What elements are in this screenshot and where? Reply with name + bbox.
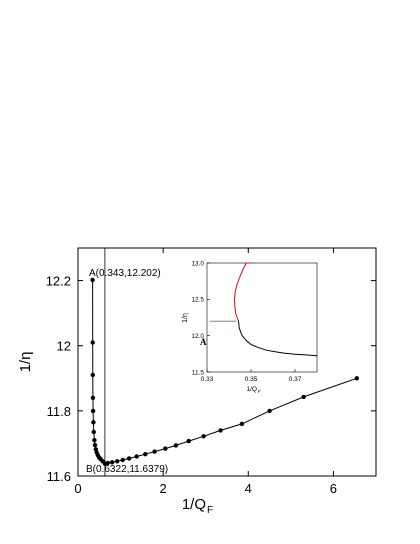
svg-text:1/Q: 1/Q [182,496,206,513]
main-data-point [239,421,245,427]
main-data-point [91,429,97,435]
main-x-tick-label: 2 [160,481,167,496]
main-data-point [92,438,97,443]
inset-y-tick-label: 13.0 [191,260,204,267]
svg-text:F: F [258,389,261,394]
main-data-point [126,456,132,461]
main-data-point [301,394,306,400]
main-x-tick-label: 6 [330,481,337,496]
svg-text:F: F [207,505,213,516]
main-data-point [109,460,115,465]
main-data-point [163,446,168,451]
main-series-points [90,277,359,466]
main-chart: 0 2 4 6 11.6 11.8 12 12.2 A(0.343,12.202) B(0.… [17,247,377,516]
main-data-point [143,452,148,457]
main-x-ticks: 0 2 4 6 [74,248,337,496]
inset-y-axis-label: 1/η [182,313,189,323]
inset-series-black [238,321,318,357]
main-y-tick-label: 11.6 [47,469,71,484]
main-data-point [120,457,125,463]
inset-x-tick-label: 0.35 [245,376,258,383]
main-data-point [90,340,95,345]
inset-y-tick-label: 12.5 [191,297,204,304]
main-annotation-a: A(0.343,12.202) [89,268,161,279]
main-y-tick-label: 12 [57,339,71,354]
main-y-ticks: 11.6 11.8 12 12.2 [46,274,376,484]
svg-text:1/Q: 1/Q [247,386,257,393]
main-data-point [201,434,206,439]
main-data-point [90,277,95,283]
main-y-tick-label: 11.8 [47,404,71,419]
main-data-point [90,395,96,400]
main-data-point [152,449,157,454]
inset-chart: 0.33 0.35 0.37 11.5 12.0 12.5 13.0 A 1/Q F 1/… [182,260,318,394]
main-data-point [134,454,139,459]
main-data-point [92,442,98,448]
main-data-point [186,438,191,444]
main-data-point [173,443,179,448]
main-x-tick-label: 4 [245,481,252,496]
main-annotation-b: B(0.6322,11.6379) [86,464,168,475]
inset-plot-frame [206,262,318,373]
main-data-point [90,372,96,378]
main-data-point [90,408,96,414]
inset-x-axis-label: 1/Q F [247,386,261,394]
inset-series-red [233,262,253,322]
main-x-tick-label: 0 [74,481,81,496]
main-data-point [354,376,359,381]
inset-marker-label: A [200,337,207,347]
main-data-point [91,420,96,425]
main-data-point [267,408,272,414]
inset-x-tick-label: 0.33 [201,376,214,383]
main-x-axis-label: 1/Q F [182,496,213,516]
main-data-point [105,460,111,466]
inset-y-tick-label: 12.0 [191,333,204,340]
main-y-axis-label: 1/η [17,352,34,373]
inset-y-ticks: 11.5 12.0 12.5 13.0 [191,260,210,376]
inset-y-tick-label: 11.5 [192,369,205,376]
main-data-point [218,428,223,433]
inset-x-tick-label: 0.37 [289,376,302,383]
main-plot-frame [77,247,377,477]
main-data-point [115,459,120,464]
inset-x-ticks: 0.33 0.35 0.37 [201,369,302,383]
main-y-tick-label: 12.2 [46,274,71,289]
